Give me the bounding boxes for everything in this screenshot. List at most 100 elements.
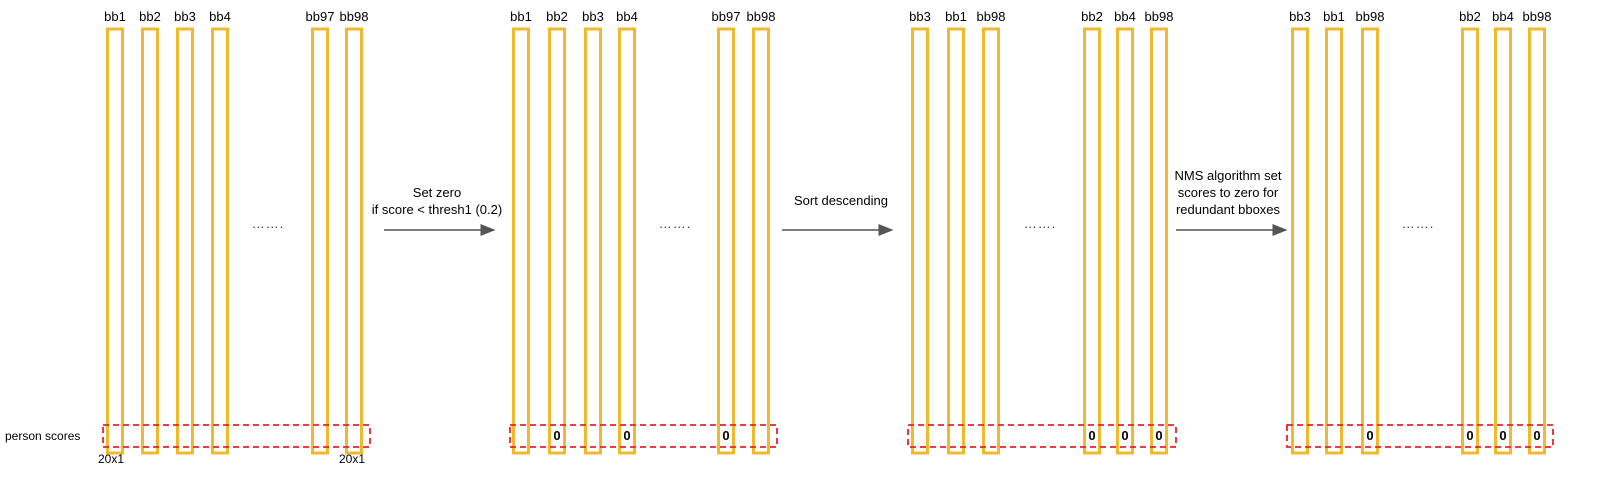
bbox-label: bb1: [104, 9, 126, 24]
bbox-label: bb3: [1289, 9, 1311, 24]
ellipsis: …….: [659, 216, 692, 231]
bbox-column-rect: [1116, 27, 1134, 455]
bbox-column-rect: [947, 27, 965, 455]
bbox-label: bb98: [747, 9, 776, 24]
person-score-box: [907, 424, 1177, 448]
score-value: 0: [1533, 428, 1540, 443]
bbox-column: bb98: [340, 9, 368, 455]
bbox-column: bb97 0: [712, 9, 741, 455]
bbox-column: bb4 0: [1492, 9, 1514, 455]
score-value: 0: [553, 428, 560, 443]
bbox-column-rect: [176, 27, 194, 455]
bbox-column-rect: [717, 27, 735, 455]
score-value: 0: [1088, 428, 1095, 443]
score-value: 0: [1155, 428, 1162, 443]
arrow-sort-line-1: Sort descending: [794, 193, 888, 208]
bbox-column: bb2: [139, 9, 161, 455]
bbox-column-rect: [752, 27, 770, 455]
bbox-column: bb98: [747, 9, 776, 455]
bbox-column-rect: [1083, 27, 1101, 455]
bbox-label: bb3: [174, 9, 196, 24]
bbox-column: bb2 0: [1459, 9, 1481, 455]
bbox-column-rect: [1528, 27, 1546, 455]
arrow-set-zero-line-2: if score < thresh1 (0.2): [372, 202, 502, 217]
bbox-column: bb1: [510, 9, 532, 455]
bbox-label: bb98: [1145, 9, 1174, 24]
bbox-column-rect: [1494, 27, 1512, 455]
bbox-column: bb1: [104, 9, 126, 455]
arrow-sort-descending: Sort descending: [782, 193, 894, 236]
bbox-label: bb4: [209, 9, 231, 24]
bbox-column-rect: [1361, 27, 1379, 455]
bbox-label: bb98: [1523, 9, 1552, 24]
bbox-column: bb2 0: [1081, 9, 1103, 455]
bbox-label: bb2: [1459, 9, 1481, 24]
bbox-label: bb1: [510, 9, 532, 24]
panel-2: bb1 bb2 0 bb3 bb4 0 bb97 0 bb98 …….: [509, 9, 778, 455]
bbox-column-rect: [1461, 27, 1479, 455]
bbox-column-rect: [106, 27, 124, 455]
bbox-column: bb3: [174, 9, 196, 455]
bbox-column: bb1: [945, 9, 967, 455]
bbox-column: bb4 0: [1114, 9, 1136, 455]
arrow-nms: NMS algorithm set scores to zero for red…: [1175, 168, 1288, 236]
bbox-label: bb2: [139, 9, 161, 24]
bbox-column: bb1: [1323, 9, 1345, 455]
bbox-label: bb2: [546, 9, 568, 24]
bbox-label: bb4: [616, 9, 638, 24]
bbox-column-rect: [211, 27, 229, 455]
bbox-label: bb1: [1323, 9, 1345, 24]
arrow-set-zero: Set zero if score < thresh1 (0.2): [372, 185, 502, 236]
bbox-label: bb97: [306, 9, 335, 24]
bbox-column-rect: [911, 27, 929, 455]
bbox-column-rect: [584, 27, 602, 455]
bbox-column-rect: [548, 27, 566, 455]
panel-1: bb1 bb2 bb3 bb4 bb97 bb98 …….: [102, 9, 371, 455]
panel-3: bb3 bb1 bb98 bb2 0 bb4 0 bb98 0 …….: [907, 9, 1177, 455]
ellipsis: …….: [252, 216, 285, 231]
arrow-nms-line-1: NMS algorithm set: [1175, 168, 1282, 183]
bbox-column: bb2 0: [546, 9, 568, 455]
bbox-column-rect: [141, 27, 159, 455]
person-score-box: [509, 424, 778, 448]
score-value: 0: [623, 428, 630, 443]
bbox-label: bb98: [977, 9, 1006, 24]
panel-4: bb3 bb1 bb98 0 bb2 0 bb4 0 bb98 0 …….: [1286, 9, 1554, 455]
bbox-label: bb4: [1114, 9, 1136, 24]
bbox-label: bb97: [712, 9, 741, 24]
bbox-column-rect: [345, 27, 363, 455]
bbox-column: bb4: [209, 9, 231, 455]
bbox-column: bb98 0: [1356, 9, 1385, 455]
ellipsis: …….: [1402, 216, 1435, 231]
person-score-box: [102, 424, 371, 448]
bbox-label: bb2: [1081, 9, 1103, 24]
bbox-column: bb4 0: [616, 9, 638, 455]
arrow-set-zero-line-1: Set zero: [413, 185, 461, 200]
bbox-column-rect: [618, 27, 636, 455]
bbox-label: bb3: [582, 9, 604, 24]
bbox-label: bb98: [1356, 9, 1385, 24]
bbox-column: bb98 0: [1145, 9, 1174, 455]
bbox-column: bb98: [977, 9, 1006, 455]
dim-label-right: 20x1: [339, 452, 365, 466]
ellipsis: …….: [1024, 216, 1057, 231]
bbox-column: bb3: [909, 9, 931, 455]
bbox-label: bb3: [909, 9, 931, 24]
arrow-nms-line-2: scores to zero for: [1178, 185, 1279, 200]
bbox-column: bb3: [582, 9, 604, 455]
bbox-column-rect: [1291, 27, 1309, 455]
bbox-column-rect: [1150, 27, 1168, 455]
bbox-label: bb4: [1492, 9, 1514, 24]
bbox-column: bb97: [306, 9, 335, 455]
dim-label-left: 20x1: [98, 452, 124, 466]
score-value: 0: [1499, 428, 1506, 443]
score-value: 0: [1121, 428, 1128, 443]
arrow-nms-line-3: redundant bboxes: [1176, 202, 1281, 217]
bbox-column-rect: [512, 27, 530, 455]
bbox-column: bb3: [1289, 9, 1311, 455]
bbox-column-rect: [311, 27, 329, 455]
bbox-column-rect: [982, 27, 1000, 455]
bbox-column: bb98 0: [1523, 9, 1552, 455]
person-scores-label: person scores: [5, 429, 80, 443]
